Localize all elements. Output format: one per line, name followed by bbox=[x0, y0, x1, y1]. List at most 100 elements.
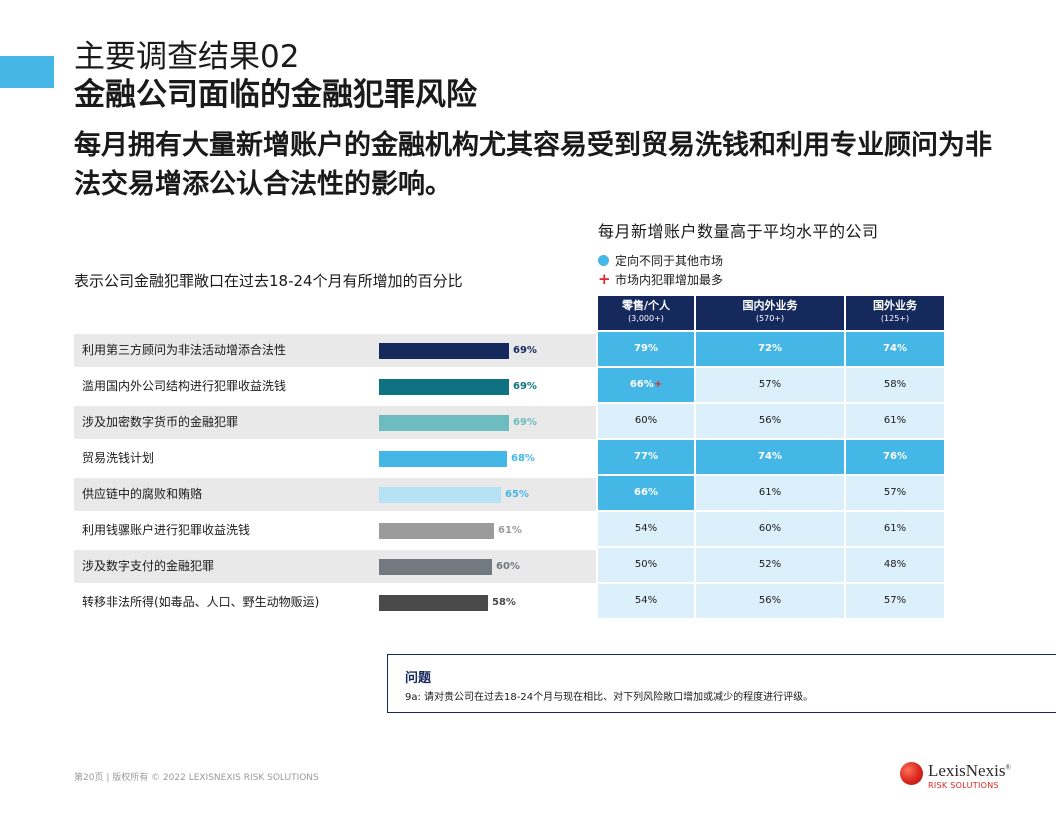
bar-row-background bbox=[74, 406, 596, 439]
bar-value-label: 65% bbox=[505, 489, 529, 500]
table-cell-value: 76% bbox=[883, 451, 907, 462]
bar-mark bbox=[379, 379, 509, 395]
table-cell: 50% bbox=[598, 548, 694, 582]
table-cell-value: 54% bbox=[634, 523, 658, 534]
bar-mark bbox=[379, 523, 494, 539]
table-cell: 77% bbox=[598, 440, 694, 474]
table-column-header: 零售/个人 (3,000+) bbox=[598, 296, 694, 330]
lexisnexis-logo: LexisNexis® RISK SOLUTIONS bbox=[900, 760, 1020, 794]
bar-row-background bbox=[74, 550, 596, 583]
plus-icon: + bbox=[598, 270, 611, 288]
table-cell: 57% bbox=[696, 368, 844, 402]
table-cell-value: 50% bbox=[634, 559, 658, 570]
bar-mark bbox=[379, 415, 509, 431]
table-cell: 52% bbox=[696, 548, 844, 582]
table-cell-value: 77% bbox=[634, 451, 658, 462]
table-cell: 61% bbox=[696, 476, 844, 510]
table-cell: 74% bbox=[696, 440, 844, 474]
bar-mark bbox=[379, 559, 492, 575]
column-header-name: 国内外业务 bbox=[742, 299, 798, 312]
table-cell: 66%+ bbox=[598, 368, 694, 402]
legend-label-plus: 市场内犯罪增加最多 bbox=[615, 273, 724, 287]
bar-category-label: 涉及数字支付的金融犯罪 bbox=[82, 559, 215, 573]
table-cell-value: 66% bbox=[634, 487, 658, 498]
table-cell: 57% bbox=[846, 476, 944, 510]
bar-category-label: 转移非法所得(如毒品、人口、野生动物贩运) bbox=[82, 595, 320, 609]
page-title: 主要调查结果02 金融公司面临的金融犯罪风险 bbox=[74, 38, 477, 114]
table-cell-value: 61% bbox=[883, 415, 907, 426]
bar-row-background bbox=[74, 334, 596, 367]
table-cell: 61% bbox=[846, 404, 944, 438]
table-cell: 56% bbox=[696, 584, 844, 618]
question-text: 9a: 请对贵公司在过去18-24个月与现在相比、对下列风险敞口增加或减少的程度… bbox=[405, 692, 814, 703]
table-cell-value: 58% bbox=[883, 379, 907, 390]
table-cell: 54% bbox=[598, 584, 694, 618]
table-cell-value: 61% bbox=[758, 487, 782, 498]
table-cell: 57% bbox=[846, 584, 944, 618]
logo-subtitle: RISK SOLUTIONS bbox=[928, 781, 999, 790]
question-box: 问题 9a: 请对贵公司在过去18-24个月与现在相比、对下列风险敞口增加或减少… bbox=[387, 654, 1056, 713]
title-line-2: 金融公司面临的金融犯罪风险 bbox=[74, 77, 477, 113]
table-column-header: 国内外业务 (570+) bbox=[696, 296, 844, 330]
table-cell: 61% bbox=[846, 512, 944, 546]
column-header-sub: (570+) bbox=[755, 314, 785, 323]
table-cell: 66% bbox=[598, 476, 694, 510]
bar-category-label: 贸易洗钱计划 bbox=[82, 451, 155, 465]
table-cell-value: 52% bbox=[758, 559, 782, 570]
table-column-header: 国外业务 (125+) bbox=[846, 296, 944, 330]
table-cell-value: 57% bbox=[883, 595, 907, 606]
table-cell-value: 74% bbox=[758, 451, 782, 462]
bar-value-label: 58% bbox=[492, 597, 516, 608]
accent-tab bbox=[0, 56, 54, 88]
column-header-name: 国外业务 bbox=[873, 299, 917, 312]
table-cell: 79% bbox=[598, 332, 694, 366]
table-cell: 72% bbox=[696, 332, 844, 366]
bar-row-background bbox=[74, 478, 596, 511]
footer-text: 第20页 | 版权所有 © 2022 LEXISNEXIS RISK SOLUT… bbox=[74, 773, 319, 783]
logo-ball-icon bbox=[900, 762, 923, 785]
bar-value-label: 68% bbox=[511, 453, 535, 464]
bar-value-label: 69% bbox=[513, 417, 537, 428]
bar-mark bbox=[379, 343, 509, 359]
table-cell-value: 57% bbox=[758, 379, 782, 390]
table-title: 每月新增账户数量高于平均水平的公司 bbox=[598, 222, 879, 241]
bar-category-label: 供应链中的腐败和贿赂 bbox=[82, 487, 203, 501]
legend-label-dot: 定向不同于其他市场 bbox=[615, 254, 724, 268]
column-header-name: 零售/个人 bbox=[621, 299, 671, 312]
table-cell: 56% bbox=[696, 404, 844, 438]
table-cell: 54% bbox=[598, 512, 694, 546]
table-cell-value: 48% bbox=[883, 559, 907, 570]
table-cell: 60% bbox=[598, 404, 694, 438]
table-cell: 60% bbox=[696, 512, 844, 546]
table-cell-value: 61% bbox=[883, 523, 907, 534]
bar-mark bbox=[379, 451, 507, 467]
bar-category-label: 利用第三方顾问为非法活动增添合法性 bbox=[82, 343, 287, 357]
bar-mark bbox=[379, 595, 488, 611]
table-cell-value: 56% bbox=[758, 595, 782, 606]
table-cell-value: 60% bbox=[634, 415, 658, 426]
table-cell-value: 79% bbox=[634, 343, 658, 354]
logo-wordmark: LexisNexis® bbox=[928, 761, 1011, 781]
table-cell: 74% bbox=[846, 332, 944, 366]
logo-name: LexisNexis bbox=[928, 761, 1006, 780]
column-header-sub: (3,000+) bbox=[628, 314, 664, 323]
bar-value-label: 61% bbox=[498, 525, 522, 536]
table-cell: 58% bbox=[846, 368, 944, 402]
table-cell-value: 54% bbox=[634, 595, 658, 606]
table-cell-value: 74% bbox=[883, 343, 907, 354]
table-cell-value: 72% bbox=[758, 343, 782, 354]
bar-category-label: 利用钱骡账户进行犯罪收益洗钱 bbox=[82, 523, 251, 537]
column-header-sub: (125+) bbox=[880, 314, 910, 323]
dot-icon bbox=[598, 255, 609, 266]
table-cell-value: 60% bbox=[758, 523, 782, 534]
table-cell: 76% bbox=[846, 440, 944, 474]
legend-item-dot: 定向不同于其他市场 bbox=[598, 251, 723, 270]
bar-chart-title: 表示公司金融犯罪敞口在过去18-24个月有所增加的百分比 bbox=[74, 272, 463, 290]
bar-value-label: 60% bbox=[496, 561, 520, 572]
title-line-1: 主要调查结果02 bbox=[74, 39, 300, 75]
table-cell-value: 66% bbox=[629, 379, 654, 390]
table-cell-value: 56% bbox=[758, 415, 782, 426]
question-title: 问题 bbox=[405, 671, 432, 686]
bar-value-label: 69% bbox=[513, 381, 537, 392]
bar-category-label: 涉及加密数字货币的金融犯罪 bbox=[82, 415, 239, 429]
